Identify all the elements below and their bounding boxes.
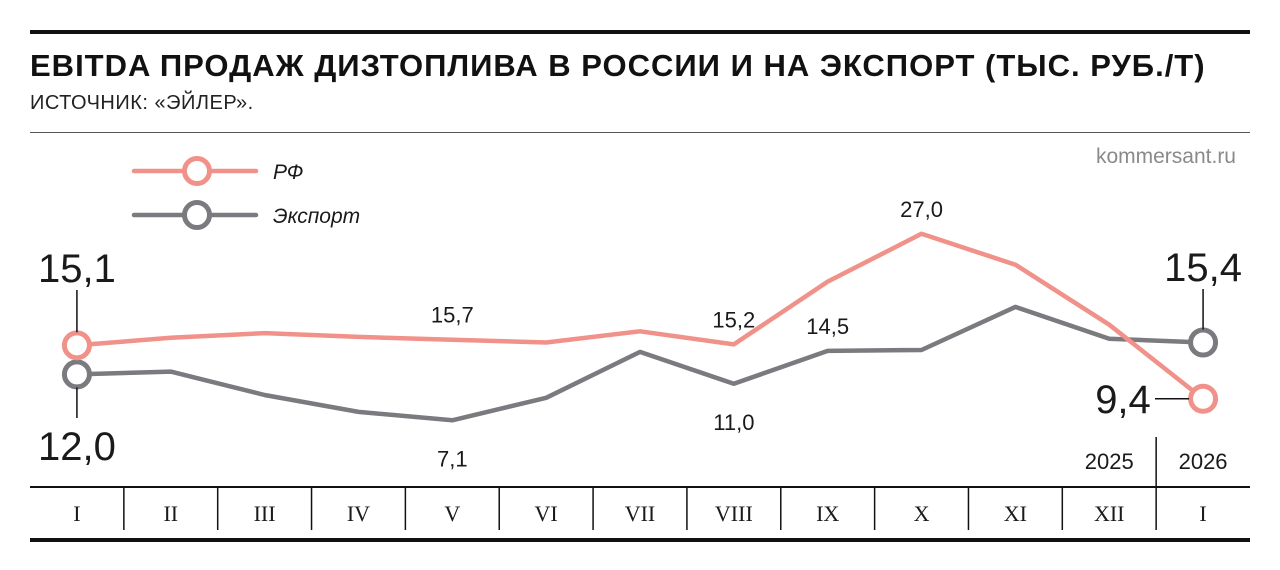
x-tick-label: IX (816, 501, 839, 526)
legend-marker (182, 200, 212, 230)
endpoint-marker (61, 359, 92, 390)
data-label: 15,2 (712, 307, 755, 332)
chart-source: ИСТОЧНИК: «ЭЙЛЕР». (30, 92, 254, 114)
series-line (74, 231, 1206, 402)
data-label: 15,7 (431, 303, 474, 328)
series-line (74, 304, 1206, 423)
top-rule (30, 30, 1250, 34)
x-tick-label: IV (347, 501, 370, 526)
data-label-large: 15,1 (38, 247, 116, 291)
year-label: 2025 (1085, 449, 1134, 474)
legend-label: Экспорт (273, 205, 360, 228)
data-label-large: 9,4 (1095, 378, 1151, 422)
x-tick-label: VII (625, 501, 656, 526)
x-tick-label: II (163, 501, 178, 526)
data-labels: 15,7 15,2 27,0 14,5 7,1 11,0 15,1 12,0 15,4 9,4 (38, 197, 1242, 472)
bottom-rule (30, 538, 1250, 542)
header-divider (30, 132, 1250, 133)
x-tick-label: I (73, 501, 80, 526)
year-labels: 2025 2026 (1085, 437, 1228, 486)
axis-top-rule (30, 486, 1250, 488)
data-label: 27,0 (900, 197, 943, 222)
data-label-large: 12,0 (38, 425, 116, 469)
series-lines (61, 231, 1219, 423)
endpoint-marker (1188, 383, 1219, 414)
x-tick-label: I (1199, 501, 1206, 526)
data-label: 14,5 (806, 314, 849, 339)
legend-marker (182, 156, 212, 186)
x-tick-label: XI (1004, 501, 1027, 526)
data-label: 11,0 (713, 410, 754, 435)
endpoint-marker (61, 330, 92, 361)
x-tick-label: X (914, 501, 930, 526)
data-label-large: 15,4 (1164, 246, 1242, 290)
legend-label: РФ (273, 161, 303, 184)
x-tick-label: III (254, 501, 276, 526)
chart-title: EBITDA ПРОДАЖ ДИЗТОПЛИВА В РОССИИ И НА Э… (30, 48, 1206, 83)
data-label: 7,1 (437, 446, 468, 471)
year-label: 2026 (1179, 449, 1228, 474)
x-tick-label: VI (535, 501, 558, 526)
legend: РФ Экспорт (131, 156, 360, 230)
x-tick-label: XII (1094, 501, 1125, 526)
x-axis: I II III IV V VI VII VIII IX X XI XII I (73, 488, 1207, 530)
x-tick-label: V (444, 501, 460, 526)
endpoint-marker (1188, 327, 1219, 358)
site-watermark: kommersant.ru (1095, 145, 1236, 168)
x-tick-label: VIII (715, 501, 753, 526)
